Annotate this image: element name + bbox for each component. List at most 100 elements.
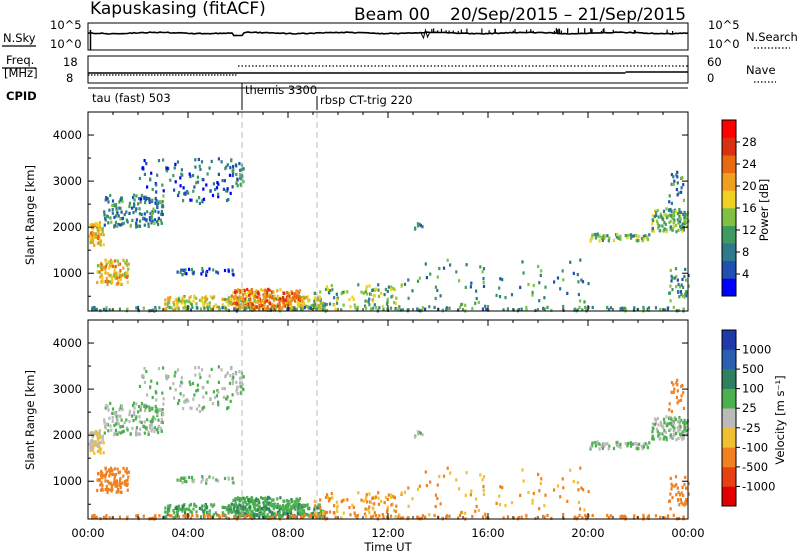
velocity-cell bbox=[273, 502, 276, 506]
velocity-cell bbox=[212, 513, 215, 517]
velocity-cell bbox=[178, 506, 181, 510]
velocity-cell bbox=[142, 514, 145, 518]
power-cell bbox=[607, 308, 610, 312]
velocity-cell bbox=[120, 404, 123, 408]
power-cell bbox=[400, 283, 403, 287]
power-cell bbox=[138, 176, 141, 181]
velocity-cell bbox=[244, 512, 247, 516]
velocity-cell bbox=[113, 423, 116, 427]
velocity-cell bbox=[221, 387, 224, 391]
velocity-cell bbox=[434, 493, 437, 497]
power-cell bbox=[635, 238, 638, 242]
velocity-cell bbox=[95, 441, 98, 445]
velocity-cell bbox=[663, 516, 666, 520]
power-cell bbox=[235, 164, 238, 168]
velocity-cell bbox=[537, 472, 540, 476]
velocity-cell bbox=[111, 407, 115, 411]
velocity-cell bbox=[504, 504, 507, 508]
power-cell bbox=[143, 172, 146, 176]
power-cell bbox=[449, 263, 452, 267]
power-cell bbox=[234, 293, 237, 298]
power-cell bbox=[190, 303, 193, 307]
power-cell bbox=[195, 181, 198, 185]
velocity-cell bbox=[151, 516, 154, 520]
power-cell bbox=[263, 303, 266, 307]
velocity-cell bbox=[208, 512, 211, 517]
power-colorbar-label: 8 bbox=[742, 245, 749, 259]
velocity-cell bbox=[566, 499, 569, 503]
power-cell bbox=[217, 195, 220, 199]
power-cell bbox=[102, 233, 105, 237]
power-cell bbox=[316, 306, 319, 310]
power-cell bbox=[135, 207, 138, 211]
power-cell bbox=[436, 275, 439, 279]
velocity-cell bbox=[118, 470, 122, 474]
velocity-cell bbox=[226, 395, 229, 399]
power-cell bbox=[212, 305, 215, 309]
power-cell bbox=[292, 296, 295, 300]
power-cell bbox=[270, 303, 274, 307]
velocity-cell bbox=[675, 395, 678, 400]
power-cell bbox=[576, 308, 579, 312]
velocity-cell bbox=[111, 468, 114, 472]
power-cell bbox=[532, 283, 535, 288]
velocity-cell bbox=[216, 479, 220, 483]
power-cell bbox=[154, 306, 157, 310]
power-cell bbox=[335, 298, 339, 302]
power-cell bbox=[501, 278, 504, 282]
power-cell bbox=[678, 210, 681, 214]
power-cell bbox=[464, 285, 467, 289]
velocity-cell bbox=[165, 515, 168, 519]
velocity-cell bbox=[556, 484, 560, 488]
power-cell bbox=[229, 191, 232, 195]
power-cell bbox=[685, 221, 688, 225]
velocity-cell bbox=[208, 374, 211, 378]
power-colorbar-swatch bbox=[722, 208, 736, 226]
power-cell bbox=[276, 295, 279, 299]
velocity-cell bbox=[609, 514, 613, 518]
velocity-cell bbox=[668, 408, 671, 412]
velocity-colorbar-label: -500 bbox=[742, 460, 768, 474]
velocity-cell bbox=[271, 515, 274, 519]
power-cell bbox=[187, 305, 190, 309]
power-cell bbox=[485, 307, 488, 312]
velocity-cell bbox=[285, 511, 288, 515]
velocity-cell bbox=[268, 515, 271, 519]
power-cell bbox=[166, 302, 169, 306]
velocity-cell bbox=[157, 430, 160, 435]
velocity-cell bbox=[313, 514, 316, 518]
velocity-cell bbox=[371, 496, 374, 500]
velocity-cell bbox=[131, 426, 134, 430]
velocity-cell bbox=[97, 442, 100, 446]
velocity-cell bbox=[238, 370, 241, 374]
power-cell bbox=[224, 167, 227, 171]
velocity-cell bbox=[520, 515, 523, 519]
velocity-cell bbox=[105, 514, 108, 518]
velocity-cell bbox=[91, 431, 94, 435]
power-cell bbox=[258, 293, 261, 297]
velocity-cell bbox=[313, 499, 316, 503]
velocity-cell bbox=[306, 506, 310, 511]
power-cell bbox=[94, 223, 97, 228]
power-cell bbox=[434, 296, 437, 301]
power-cell bbox=[117, 214, 120, 218]
velocity-cell bbox=[264, 496, 267, 500]
power-cell bbox=[672, 175, 675, 179]
power-cell bbox=[424, 262, 427, 266]
velocity-cell bbox=[258, 512, 261, 517]
velocity-cell bbox=[442, 474, 446, 478]
power-cell bbox=[115, 282, 118, 286]
velocity-cell bbox=[672, 390, 675, 394]
velocity-cell bbox=[173, 396, 176, 400]
velocity-cell bbox=[98, 436, 101, 440]
velocity-cell bbox=[656, 427, 659, 431]
noise-trace bbox=[87, 28, 689, 50]
velocity-cell bbox=[151, 417, 154, 422]
power-cell bbox=[623, 306, 626, 310]
velocity-cell bbox=[244, 514, 247, 518]
power-cell bbox=[244, 306, 247, 310]
velocity-cell bbox=[687, 481, 690, 485]
power-cell bbox=[238, 173, 242, 177]
power-cell bbox=[123, 272, 127, 276]
